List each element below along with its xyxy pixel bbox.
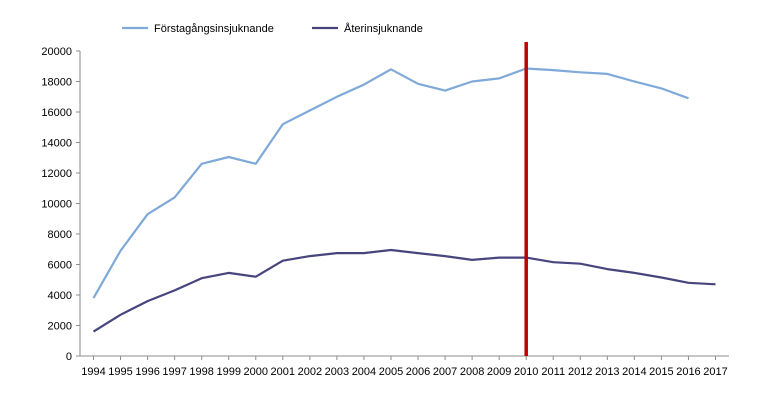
y-tick-label: 20000 — [41, 46, 72, 58]
y-tick-label: 16000 — [41, 107, 72, 119]
x-tick-label: 2004 — [352, 366, 376, 378]
x-tick-label: 1999 — [216, 366, 240, 378]
y-tick-label: 2000 — [48, 321, 72, 333]
series-line-2 — [92, 248, 716, 333]
x-tick-label: 1996 — [135, 366, 159, 378]
x-tick-label: 2008 — [460, 366, 484, 378]
x-axis: 1994 1995 1996 1997 1998 1999 2000 2001 2002 2003… — [80, 355, 729, 378]
y-tick-label: 10000 — [41, 199, 72, 211]
y-tick-label: 18000 — [41, 77, 72, 89]
y-tick-label: 4000 — [48, 290, 72, 302]
x-tick-label: 2013 — [595, 366, 619, 378]
legend: Förstagångsinsjuknande Återinsjuknande — [122, 22, 423, 35]
legend-label: Förstagångsinsjuknande — [154, 23, 274, 35]
x-tick-label: 2012 — [568, 366, 592, 378]
x-tick-label: 2014 — [622, 366, 646, 378]
x-tick-label: 1995 — [108, 366, 132, 378]
x-tick-label: 2005 — [379, 366, 403, 378]
legend-label: Återinsjuknande — [344, 22, 423, 35]
x-tick-label: 2000 — [244, 366, 268, 378]
x-tick-label: 2002 — [298, 366, 322, 378]
x-tick-label: 1994 — [81, 366, 105, 378]
y-tick-label: 12000 — [41, 168, 72, 180]
x-tick-label: 2015 — [649, 366, 673, 378]
x-tick-label: 1997 — [162, 366, 186, 378]
x-tick-label: 2011 — [541, 366, 565, 378]
y-axis: 0 2000 4000 6000 8000 10000 12000 14000 16000 180… — [41, 46, 81, 363]
x-tick-label: 2007 — [433, 366, 457, 378]
x-tick-label: 1998 — [189, 366, 213, 378]
x-tick-label: 2010 — [514, 366, 538, 378]
x-tick-label: 2016 — [676, 366, 700, 378]
x-tick-label: 2009 — [487, 366, 511, 378]
x-tick-label: 2001 — [271, 366, 295, 378]
y-tick-label: 6000 — [48, 260, 72, 272]
series-line-1 — [92, 67, 689, 299]
series-lines — [92, 67, 716, 333]
y-tick-label: 14000 — [41, 138, 72, 150]
y-tick-label: 0 — [66, 351, 72, 363]
x-tick-label: 2006 — [406, 366, 430, 378]
x-tick-label: 2017 — [703, 366, 727, 378]
y-tick-label: 8000 — [48, 229, 72, 241]
x-tick-label: 2003 — [325, 366, 349, 378]
